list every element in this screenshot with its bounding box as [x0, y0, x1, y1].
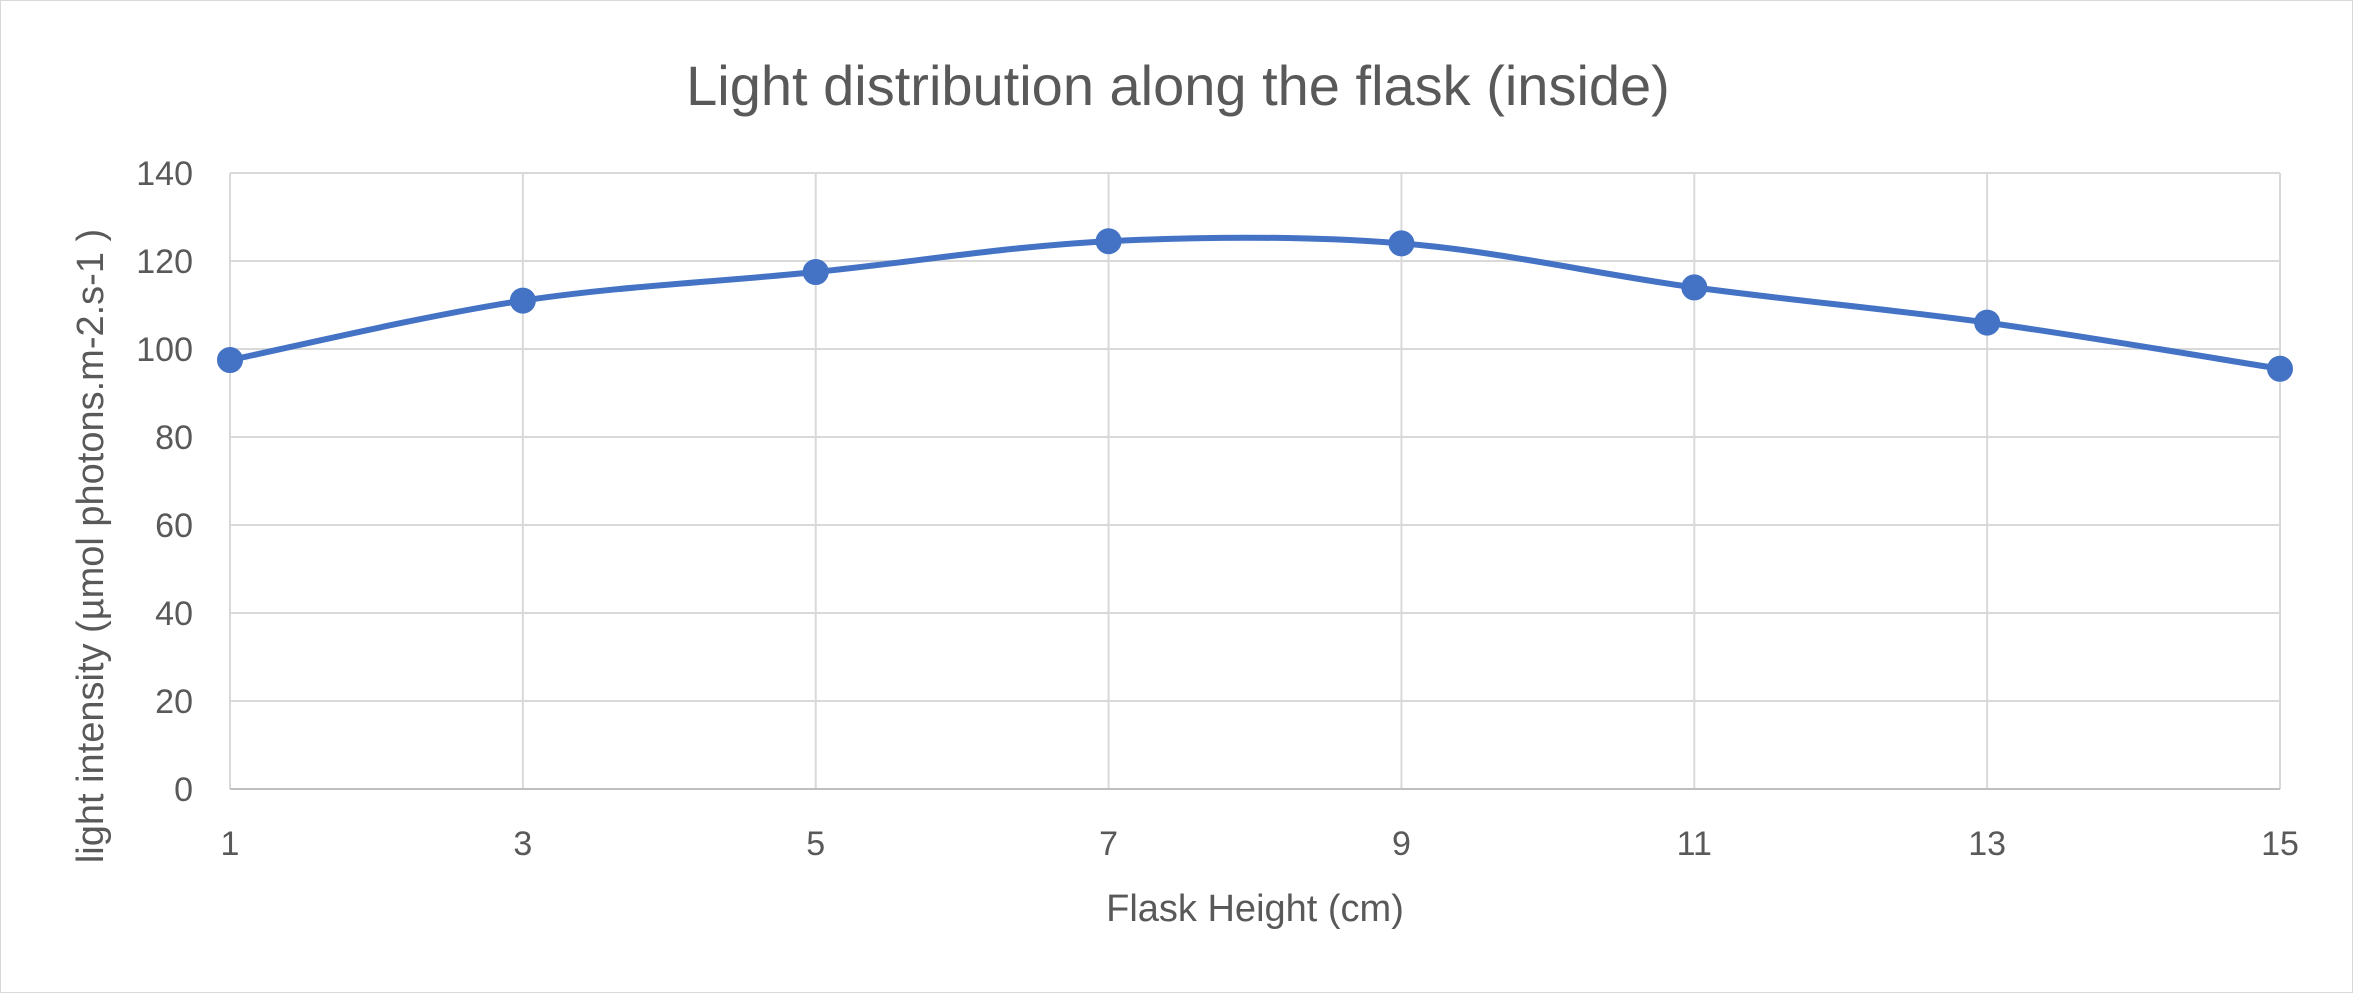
x-tick-label: 7 — [1099, 825, 1118, 863]
x-tick-label: 5 — [806, 825, 825, 863]
y-tick-label: 120 — [136, 243, 193, 281]
data-point — [1974, 309, 2001, 336]
x-tick-label: 13 — [1968, 825, 2006, 863]
series-layer — [217, 228, 2293, 382]
y-tick-label: 60 — [155, 507, 193, 545]
chart-title: Light distribution along the flask (insi… — [686, 54, 1670, 117]
x-tick-label: 11 — [1677, 825, 1712, 863]
x-tick-label: 1 — [221, 825, 240, 863]
data-point — [217, 347, 243, 373]
x-axis-title: Flask Height (cm) — [1106, 888, 1404, 930]
y-tick-label: 40 — [155, 595, 193, 633]
y-tick-label: 100 — [136, 331, 193, 369]
x-tick-label: 9 — [1392, 825, 1411, 863]
data-point — [1681, 274, 1708, 301]
y-tick-label: 20 — [155, 683, 193, 721]
x-tick-label: 3 — [513, 825, 532, 863]
y-tick-label: 80 — [155, 419, 193, 457]
grid-lines — [229, 172, 2281, 789]
data-point — [509, 287, 536, 314]
data-point — [2267, 355, 2293, 382]
series-line — [227, 234, 2283, 372]
data-point — [802, 259, 829, 285]
data-point — [1388, 230, 1415, 257]
y-axis-title: light intensity (µmol photons.m-2.s-1 ) — [70, 229, 112, 863]
y-tick-label: 140 — [136, 155, 193, 193]
data-point — [1095, 228, 1122, 255]
x-tick-label: 15 — [2261, 825, 2299, 863]
y-tick-label: 0 — [174, 771, 193, 809]
